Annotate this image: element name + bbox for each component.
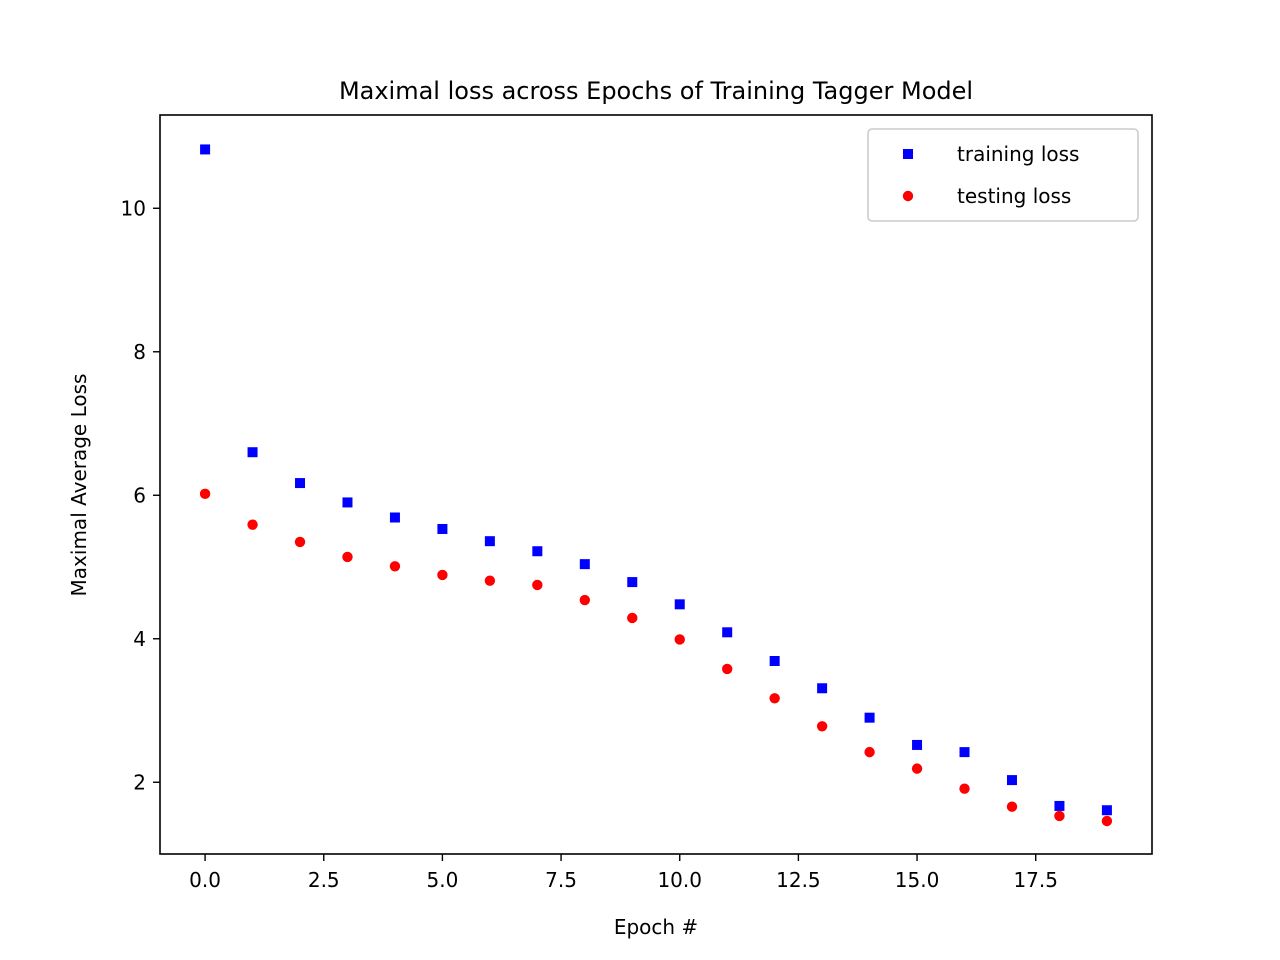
data-point	[342, 497, 353, 508]
plot-area	[199, 144, 1113, 827]
y-axis: 2 4 6 8 10	[121, 196, 160, 794]
data-point	[1054, 810, 1065, 822]
data-point	[247, 447, 258, 458]
data-point	[911, 763, 923, 774]
data-point	[627, 577, 638, 588]
data-point	[627, 612, 638, 624]
x-tick-label: 10.0	[657, 868, 702, 892]
x-tick-label: 0.0	[189, 868, 221, 892]
x-tick-label: 17.5	[1013, 868, 1058, 892]
legend-label: training loss	[957, 142, 1079, 166]
y-tick-label: 4	[133, 627, 146, 651]
data-point	[864, 712, 875, 723]
legend: training loss testing loss	[867, 128, 1139, 222]
data-point	[769, 693, 780, 704]
data-point	[1101, 815, 1113, 827]
data-point	[199, 488, 211, 500]
data-point	[342, 551, 353, 563]
data-point	[1101, 805, 1112, 816]
data-point	[1006, 801, 1018, 812]
chart-title: Maximal loss across Epochs of Training T…	[339, 77, 973, 105]
data-point	[1006, 775, 1017, 786]
data-point	[817, 683, 828, 694]
y-tick-label: 2	[133, 770, 146, 794]
data-point	[674, 634, 685, 645]
data-point	[959, 783, 970, 794]
data-point	[437, 523, 448, 534]
series-training-loss	[200, 144, 1112, 816]
y-tick-label: 10	[121, 196, 146, 220]
data-point	[200, 144, 211, 155]
y-tick-label: 6	[133, 483, 146, 507]
legend-marker	[903, 149, 913, 159]
data-point	[389, 561, 401, 572]
data-point	[816, 721, 828, 732]
y-axis-label: Maximal Average Loss	[67, 374, 91, 597]
x-axis: 0.0 2.5 5.0 7.5 10.0 12.5 15.0 17.5	[189, 854, 1058, 892]
x-axis-label: Epoch #	[614, 915, 698, 939]
x-tick-label: 2.5	[308, 868, 340, 892]
data-point	[484, 575, 496, 586]
data-point	[532, 579, 543, 591]
data-point	[295, 478, 306, 489]
data-point	[484, 536, 495, 547]
data-point	[437, 569, 448, 581]
plot-frame	[159, 114, 1153, 855]
data-point	[1054, 800, 1065, 811]
data-point	[532, 546, 543, 557]
x-tick-label: 15.0	[895, 868, 940, 892]
legend-marker	[902, 190, 914, 202]
data-point	[674, 599, 685, 610]
data-point	[579, 594, 591, 606]
data-point	[769, 655, 780, 666]
data-point	[722, 627, 733, 638]
y-tick-label: 8	[133, 340, 146, 364]
data-point	[864, 746, 875, 758]
x-tick-label: 12.5	[776, 868, 821, 892]
x-tick-label: 5.0	[427, 868, 459, 892]
legend-label: testing loss	[957, 184, 1071, 208]
data-point	[721, 663, 733, 675]
data-point	[912, 739, 923, 750]
data-point	[389, 512, 400, 523]
series-testing-loss	[199, 488, 1113, 827]
data-point	[294, 536, 306, 548]
data-point	[959, 747, 970, 758]
data-point	[579, 559, 590, 570]
x-tick-label: 7.5	[545, 868, 577, 892]
legend-box	[867, 128, 1139, 222]
data-point	[247, 519, 258, 530]
